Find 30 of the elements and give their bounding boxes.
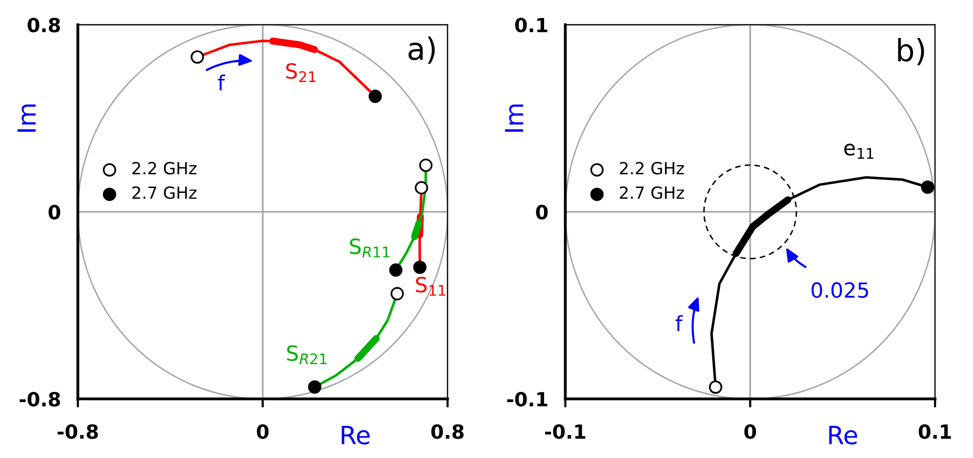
y-tick-label: -0.1 bbox=[507, 392, 548, 407]
y-tick-label: 0 bbox=[536, 204, 548, 220]
legend-label: 2.7 GHz bbox=[132, 186, 196, 199]
annotation: S$_{11}$ bbox=[416, 276, 446, 296]
y-tick-label: 0 bbox=[48, 204, 60, 220]
annotation: e$_{11}$ bbox=[844, 144, 874, 159]
x-tick-label: 0 bbox=[744, 424, 756, 439]
annotation: a) bbox=[408, 36, 435, 64]
x-tick-label: 0.8 bbox=[431, 424, 464, 439]
x-axis-title: Re bbox=[829, 426, 858, 444]
y-tick-label: 0.1 bbox=[515, 18, 548, 32]
annotation: f bbox=[676, 315, 683, 331]
annotation: S$_{R11}$ bbox=[350, 238, 390, 258]
annotation: f bbox=[218, 74, 226, 90]
y-axis-title: Im bbox=[504, 104, 524, 132]
y-tick-label: -0.8 bbox=[20, 392, 60, 407]
annotation: b) bbox=[898, 38, 924, 66]
y-axis-title: Im bbox=[17, 104, 36, 132]
legend-label: 2.2 GHz bbox=[620, 162, 684, 174]
annotation: 0.025 bbox=[812, 282, 868, 298]
annotation: S$_{21}$ bbox=[286, 63, 316, 82]
x-tick-label: -0.8 bbox=[58, 424, 98, 439]
legend-label: 2.7 GHz bbox=[620, 186, 684, 199]
y-tick-label: 0.8 bbox=[28, 18, 60, 32]
legend-label: 2.2 GHz bbox=[132, 162, 196, 174]
x-axis-title: Re bbox=[342, 426, 370, 444]
x-tick-label: 0 bbox=[256, 424, 269, 439]
x-tick-label: -0.1 bbox=[545, 424, 586, 439]
annotation: S$_{R21}$ bbox=[287, 345, 326, 364]
x-tick-label: 0.1 bbox=[918, 424, 951, 439]
